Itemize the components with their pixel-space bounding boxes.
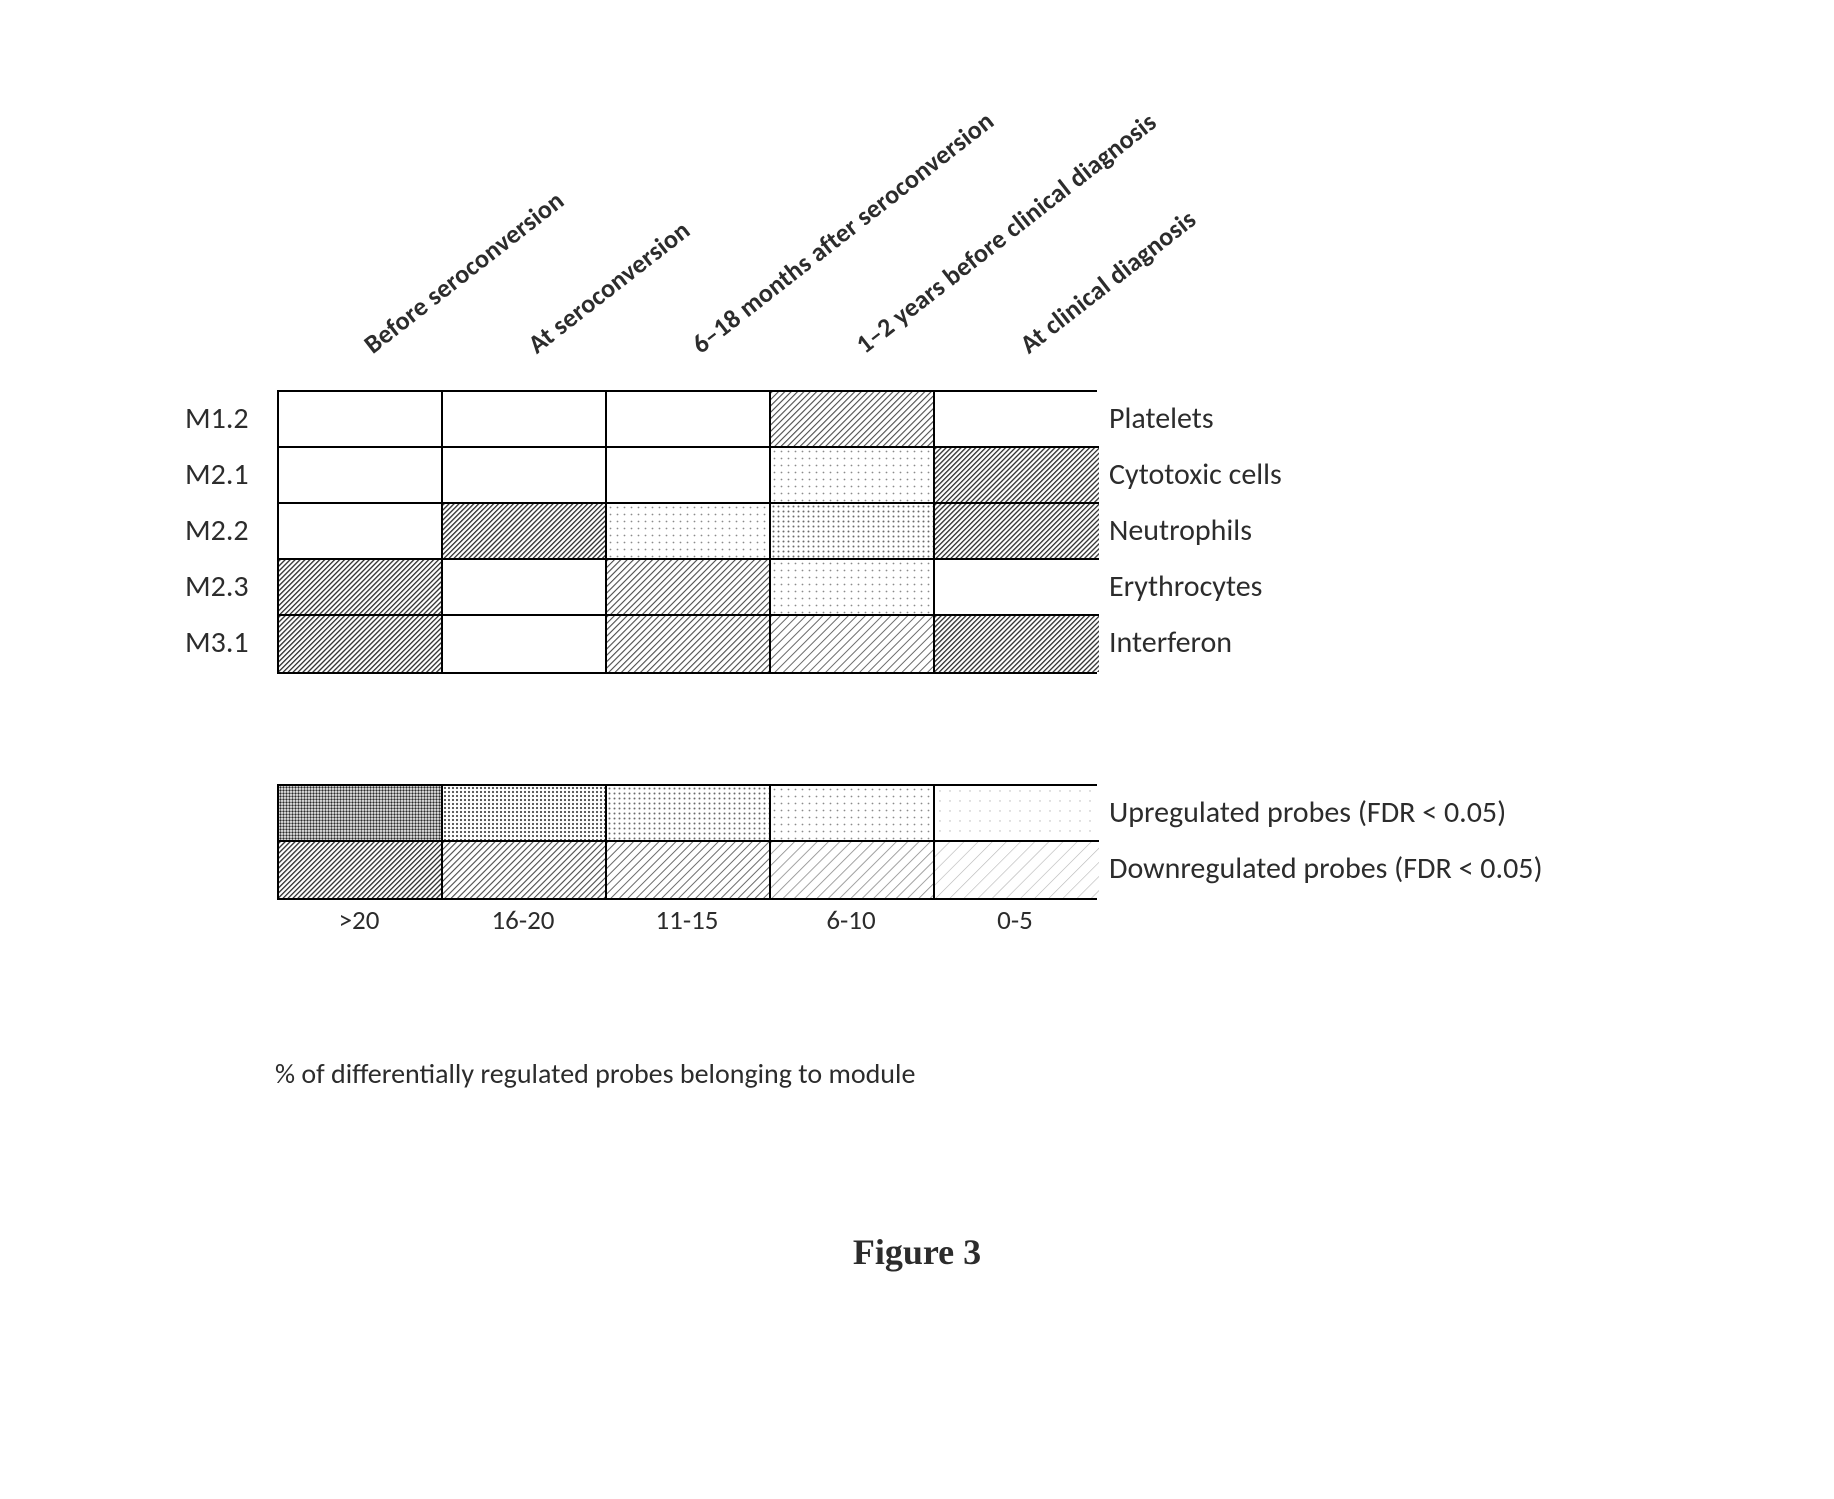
heatmap-cell	[607, 504, 771, 560]
legend-grid	[277, 784, 1097, 900]
legend-bin-label: >20	[277, 904, 441, 937]
heatmap-cell	[935, 448, 1099, 504]
heatmap-cell	[771, 448, 935, 504]
heatmap-block: Before seroconversionAt seroconversion6–…	[277, 390, 1617, 674]
heatmap-row-id: M2.1	[185, 456, 249, 493]
legend-cell	[771, 842, 935, 898]
heatmap-cell	[935, 392, 1099, 448]
legend-cell	[279, 786, 443, 842]
legend-bin-label: 0-5	[933, 904, 1097, 937]
heatmap-col-header: At seroconversion	[521, 214, 696, 360]
heatmap-cell	[443, 616, 607, 672]
heatmap-col-header: At clinical diagnosis	[1013, 203, 1202, 360]
heatmap-col-header: 1–2 years before clinical diagnosis	[849, 106, 1162, 360]
heatmap-cell	[771, 616, 935, 672]
heatmap-grid	[277, 390, 1097, 674]
legend-cell	[607, 786, 771, 842]
legend-bin-label: 16-20	[441, 904, 605, 937]
legend-bin-label: 6-10	[769, 904, 933, 937]
heatmap-row-label: Cytotoxic cells	[1109, 456, 1282, 493]
legend-cell	[607, 842, 771, 898]
heatmap-cell	[279, 560, 443, 616]
heatmap-cell	[607, 448, 771, 504]
legend-cell	[279, 842, 443, 898]
heatmap-row-id: M2.3	[185, 568, 249, 605]
heatmap-cell	[771, 504, 935, 560]
figure-title: Figure 3	[217, 1231, 1617, 1273]
heatmap-cell	[443, 560, 607, 616]
heatmap-row-label: Neutrophils	[1109, 512, 1252, 549]
legend-cell	[771, 786, 935, 842]
heatmap-cell	[443, 392, 607, 448]
legend-cell	[443, 842, 607, 898]
heatmap-cell	[935, 616, 1099, 672]
legend-cell	[443, 786, 607, 842]
legend-row-label: Downregulated probes (FDR < 0.05)	[1109, 850, 1543, 887]
heatmap-cell	[279, 392, 443, 448]
heatmap-cell	[607, 560, 771, 616]
legend-bin-label: 11-15	[605, 904, 769, 937]
heatmap-cell	[771, 560, 935, 616]
figure-3-container: Before seroconversionAt seroconversion6–…	[217, 390, 1617, 1273]
heatmap-cell	[607, 392, 771, 448]
heatmap-row-label: Erythrocytes	[1109, 568, 1262, 605]
legend-cell	[935, 842, 1099, 898]
heatmap-cell	[279, 616, 443, 672]
heatmap-cell	[443, 448, 607, 504]
legend-row-label: Upregulated probes (FDR < 0.05)	[1109, 794, 1506, 831]
heatmap-cell	[279, 504, 443, 560]
heatmap-row-label: Platelets	[1109, 400, 1214, 437]
legend-caption: % of differentially regulated probes bel…	[275, 1056, 1617, 1091]
legend-cell	[935, 786, 1099, 842]
legend-block: Upregulated probes (FDR < 0.05) Downregul…	[277, 784, 1617, 1091]
heatmap-row-id: M3.1	[185, 624, 249, 661]
heatmap-col-header: 6–18 months after seroconversion	[685, 104, 999, 360]
heatmap-row-id: M1.2	[185, 400, 249, 437]
heatmap-cell	[607, 616, 771, 672]
heatmap-cell	[443, 504, 607, 560]
heatmap-cell	[935, 560, 1099, 616]
heatmap-cell	[935, 504, 1099, 560]
heatmap-row-label: Interferon	[1109, 624, 1232, 661]
heatmap-cell	[771, 392, 935, 448]
heatmap-cell	[279, 448, 443, 504]
heatmap-row-id: M2.2	[185, 512, 249, 549]
